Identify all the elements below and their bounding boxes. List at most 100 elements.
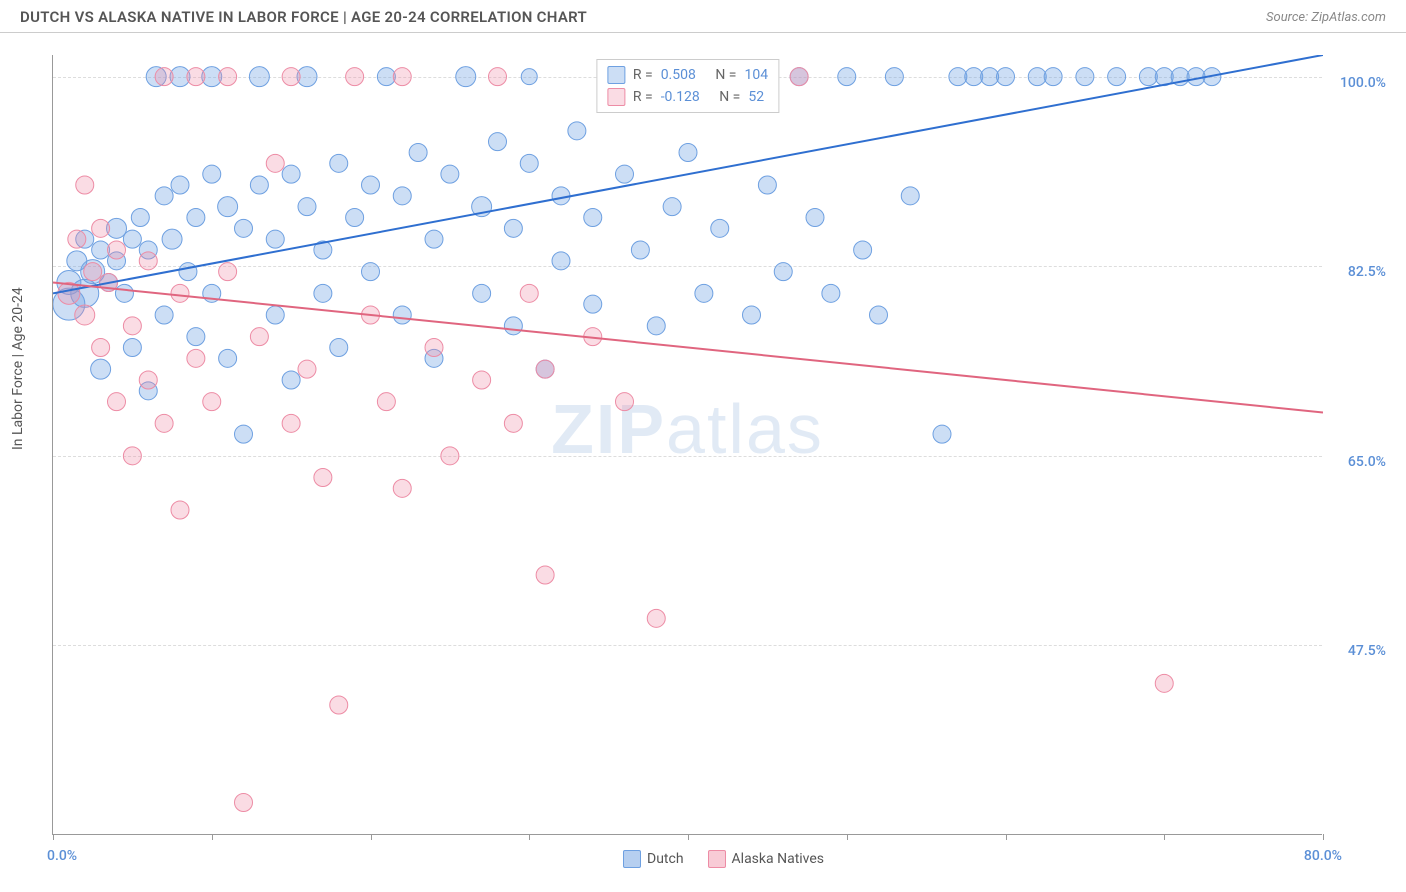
scatter-point bbox=[84, 263, 102, 281]
scatter-point bbox=[298, 198, 316, 216]
scatter-point bbox=[1155, 674, 1173, 692]
scatter-point bbox=[743, 306, 761, 324]
scatter-point bbox=[139, 371, 157, 389]
scatter-point bbox=[108, 393, 126, 411]
correlation-row-dutch: R = 0.508 N = 104 bbox=[607, 64, 768, 86]
n-label: N = bbox=[719, 89, 740, 105]
scatter-point bbox=[822, 284, 840, 302]
scatter-point bbox=[806, 209, 824, 227]
scatter-point bbox=[249, 67, 269, 87]
scatter-point bbox=[123, 317, 141, 335]
legend-swatch bbox=[708, 850, 726, 868]
scatter-point bbox=[155, 306, 173, 324]
ytick-label: 82.5% bbox=[1348, 264, 1386, 280]
chart-plot-area: ZIPatlas R = 0.508 N = 104 R = -0.128 N … bbox=[52, 55, 1322, 835]
scatter-point bbox=[854, 241, 872, 259]
scatter-point bbox=[219, 349, 237, 367]
scatter-point bbox=[219, 68, 237, 86]
scatter-point bbox=[790, 68, 808, 86]
scatter-point bbox=[92, 241, 110, 259]
scatter-point bbox=[870, 306, 888, 324]
scatter-point bbox=[647, 317, 665, 335]
scatter-point bbox=[393, 479, 411, 497]
scatter-point bbox=[377, 68, 395, 86]
n-value-alaska: 52 bbox=[748, 89, 764, 105]
scatter-point bbox=[187, 349, 205, 367]
scatter-point bbox=[949, 68, 967, 86]
scatter-point bbox=[393, 187, 411, 205]
scatter-point bbox=[187, 68, 205, 86]
ytick-label: 65.0% bbox=[1348, 454, 1386, 470]
scatter-point bbox=[218, 197, 238, 217]
scatter-point bbox=[346, 68, 364, 86]
yaxis-label: In Labor Force | Age 20-24 bbox=[10, 287, 26, 450]
scatter-point bbox=[330, 696, 348, 714]
scatter-point bbox=[1139, 68, 1157, 86]
scatter-point bbox=[298, 360, 316, 378]
scatter-point bbox=[330, 339, 348, 357]
scatter-point bbox=[314, 284, 332, 302]
xtick-mark bbox=[1323, 834, 1324, 840]
scatter-point bbox=[473, 284, 491, 302]
scatter-point bbox=[441, 165, 459, 183]
correlation-legend: R = 0.508 N = 104 R = -0.128 N = 52 bbox=[596, 59, 779, 113]
scatter-point bbox=[695, 284, 713, 302]
scatter-point bbox=[235, 794, 253, 812]
scatter-point bbox=[76, 176, 94, 194]
scatter-point bbox=[282, 414, 300, 432]
scatter-point bbox=[521, 69, 537, 85]
scatter-point bbox=[774, 263, 792, 281]
scatter-point bbox=[266, 306, 284, 324]
scatter-point bbox=[838, 68, 856, 86]
scatter-point bbox=[92, 339, 110, 357]
scatter-point bbox=[162, 229, 182, 249]
scatter-point bbox=[123, 339, 141, 357]
scatter-point bbox=[504, 219, 522, 237]
scatter-svg bbox=[53, 55, 1323, 835]
legend-label: Dutch bbox=[647, 851, 684, 867]
scatter-point bbox=[584, 209, 602, 227]
scatter-point bbox=[155, 187, 173, 205]
scatter-point bbox=[171, 176, 189, 194]
scatter-point bbox=[235, 425, 253, 443]
scatter-point bbox=[171, 501, 189, 519]
scatter-point bbox=[155, 68, 173, 86]
scatter-point bbox=[901, 187, 919, 205]
ytick-label: 100.0% bbox=[1340, 75, 1386, 91]
scatter-point bbox=[282, 371, 300, 389]
r-value-alaska: -0.128 bbox=[661, 89, 700, 105]
r-label: R = bbox=[633, 67, 653, 83]
scatter-point bbox=[997, 68, 1015, 86]
chart-title: DUTCH VS ALASKA NATIVE IN LABOR FORCE | … bbox=[20, 8, 587, 26]
scatter-point bbox=[473, 371, 491, 389]
legend-item: Dutch bbox=[623, 850, 684, 868]
scatter-point bbox=[115, 284, 133, 302]
legend-item: Alaska Natives bbox=[708, 850, 825, 868]
scatter-point bbox=[393, 306, 411, 324]
scatter-point bbox=[123, 447, 141, 465]
chart-header: DUTCH VS ALASKA NATIVE IN LABOR FORCE | … bbox=[0, 0, 1406, 33]
scatter-point bbox=[536, 566, 554, 584]
scatter-point bbox=[489, 133, 507, 151]
source-label: Source: ZipAtlas.com bbox=[1266, 10, 1386, 25]
scatter-point bbox=[1076, 68, 1094, 86]
scatter-point bbox=[885, 68, 903, 86]
scatter-point bbox=[1108, 68, 1126, 86]
scatter-point bbox=[266, 230, 284, 248]
scatter-point bbox=[68, 230, 86, 248]
scatter-point bbox=[393, 68, 411, 86]
scatter-point bbox=[711, 219, 729, 237]
scatter-point bbox=[520, 284, 538, 302]
scatter-point bbox=[362, 176, 380, 194]
scatter-point bbox=[282, 68, 300, 86]
xtick-label-end: 80.0% bbox=[1304, 848, 1342, 864]
scatter-point bbox=[441, 447, 459, 465]
scatter-point bbox=[282, 165, 300, 183]
legend-swatch bbox=[623, 850, 641, 868]
scatter-point bbox=[179, 263, 197, 281]
scatter-point bbox=[425, 339, 443, 357]
scatter-point bbox=[631, 241, 649, 259]
series-legend: Dutch Alaska Natives bbox=[623, 850, 824, 868]
scatter-point bbox=[456, 67, 476, 87]
scatter-point bbox=[203, 393, 221, 411]
